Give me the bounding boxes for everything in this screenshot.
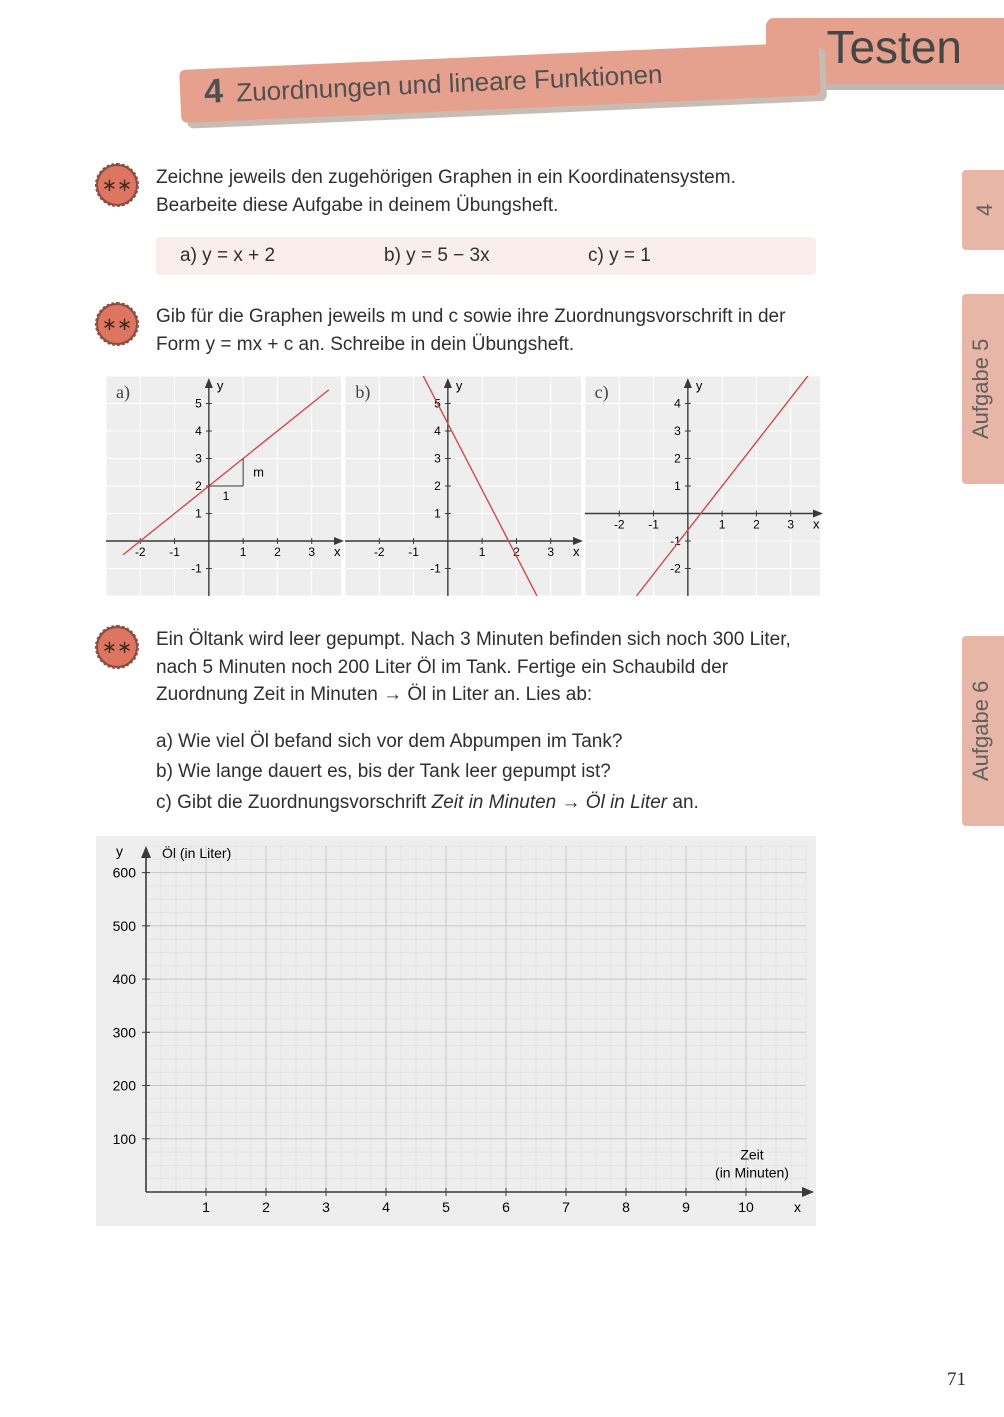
svg-text:9: 9 <box>682 1199 690 1215</box>
task-5: ∗∗ Gib für die Graphen jeweils m und c s… <box>96 303 820 358</box>
svg-text:1: 1 <box>434 507 441 521</box>
svg-text:x: x <box>813 517 820 532</box>
svg-text:600: 600 <box>113 865 137 881</box>
svg-text:400: 400 <box>113 971 137 987</box>
task-6: ∗∗ Ein Öltank wird leer gepumpt. Nach 3 … <box>96 626 820 709</box>
svg-text:3: 3 <box>674 424 681 438</box>
svg-text:300: 300 <box>113 1024 137 1040</box>
svg-text:4: 4 <box>382 1199 390 1215</box>
chapter-number: 4 <box>203 72 224 111</box>
svg-text:3: 3 <box>787 518 794 532</box>
svg-text:1: 1 <box>479 545 486 559</box>
difficulty-badge: ∗∗ <box>96 626 138 668</box>
svg-text:5: 5 <box>195 397 202 411</box>
svg-text:y: y <box>116 843 123 859</box>
task4-eq-a: a) y = x + 2 <box>180 245 384 267</box>
svg-text:x: x <box>573 544 580 559</box>
svg-text:2: 2 <box>434 479 441 493</box>
svg-text:3: 3 <box>434 452 441 466</box>
svg-text:5: 5 <box>442 1199 450 1215</box>
task6-text: Ein Öltank wird leer gepumpt. Nach 3 Min… <box>156 626 820 709</box>
svg-text:500: 500 <box>113 918 137 934</box>
svg-text:1: 1 <box>223 489 230 503</box>
svg-text:x: x <box>334 544 341 559</box>
content: ∗∗ Zeichne jeweils den zugehörigen Graph… <box>96 164 820 1226</box>
svg-text:-1: -1 <box>431 562 442 576</box>
svg-text:y: y <box>696 378 703 393</box>
svg-text:7: 7 <box>562 1199 570 1215</box>
svg-text:-1: -1 <box>191 562 202 576</box>
svg-text:3: 3 <box>308 545 315 559</box>
task6-sub-a: a) Wie viel Öl befand sich vor dem Abpum… <box>156 727 820 757</box>
svg-text:(in Minuten): (in Minuten) <box>715 1164 789 1180</box>
svg-text:-1: -1 <box>169 545 180 559</box>
svg-text:3: 3 <box>548 545 555 559</box>
svg-text:1: 1 <box>240 545 247 559</box>
chart-6: 1 2 3 4 5 6 7 8 9 10 100 200 300 400 500 600 y Öl (in Lit… <box>96 836 816 1226</box>
task4-text: Zeichne jeweils den zugehörigen Graphen … <box>156 164 820 219</box>
task6-subquestions: a) Wie viel Öl befand sich vor dem Abpum… <box>156 727 820 818</box>
svg-text:1: 1 <box>195 507 202 521</box>
svg-text:4: 4 <box>674 397 681 411</box>
svg-text:8: 8 <box>622 1199 630 1215</box>
svg-text:1: 1 <box>718 518 725 532</box>
side-tab-aufgabe5: Aufgabe 5 <box>962 294 1004 484</box>
svg-text:2: 2 <box>262 1199 270 1215</box>
svg-text:Öl (in Liter): Öl (in Liter) <box>162 844 231 861</box>
svg-text:-2: -2 <box>374 545 385 559</box>
task6-sub-c: c) Gibt die Zuordnungsvorschrift Zeit in… <box>156 788 820 818</box>
svg-text:-2: -2 <box>614 518 625 532</box>
svg-text:200: 200 <box>113 1078 137 1094</box>
page-number: 71 <box>947 1369 966 1391</box>
svg-text:x: x <box>794 1199 801 1215</box>
header-chapter: 4 Zuordnungen und lineare Funktionen <box>179 42 821 123</box>
svg-text:100: 100 <box>113 1131 137 1147</box>
task4-eq-c: c) y = 1 <box>588 245 792 267</box>
svg-text:2: 2 <box>753 518 760 532</box>
svg-text:3: 3 <box>322 1199 330 1215</box>
svg-text:6: 6 <box>502 1199 510 1215</box>
svg-text:4: 4 <box>195 424 202 438</box>
task6-sub-b: b) Wie lange dauert es, bis der Tank lee… <box>156 757 820 787</box>
svg-text:-1: -1 <box>409 545 420 559</box>
chapter-title: Zuordnungen und lineare Funktionen <box>236 59 663 108</box>
page: Testen 4 Zuordnungen und lineare Funktio… <box>0 0 1004 1417</box>
svg-text:-2: -2 <box>135 545 146 559</box>
task5-charts: a)-2-1123-112345xy1m b)-2-1123-112345xy … <box>106 376 820 596</box>
side-tab-aufgabe6: Aufgabe 6 <box>962 636 1004 826</box>
svg-text:4: 4 <box>434 424 441 438</box>
difficulty-badge: ∗∗ <box>96 303 138 345</box>
task-4: ∗∗ Zeichne jeweils den zugehörigen Graph… <box>96 164 820 219</box>
svg-text:10: 10 <box>738 1199 754 1215</box>
svg-text:-2: -2 <box>670 562 681 576</box>
svg-text:2: 2 <box>274 545 281 559</box>
chart-5c: c)-2-1123-2-11234xy <box>585 376 820 596</box>
svg-text:2: 2 <box>674 452 681 466</box>
side-tab-4: 4 <box>962 170 1004 250</box>
svg-text:y: y <box>456 378 463 393</box>
task4-eq-b: b) y = 5 − 3x <box>384 245 588 267</box>
difficulty-badge: ∗∗ <box>96 164 138 206</box>
svg-text:-1: -1 <box>648 518 659 532</box>
svg-text:3: 3 <box>195 452 202 466</box>
chart-5a: a)-2-1123-112345xy1m <box>106 376 341 596</box>
svg-text:1: 1 <box>674 479 681 493</box>
task5-text: Gib für die Graphen jeweils m und c sowi… <box>156 303 820 358</box>
svg-text:1: 1 <box>202 1199 210 1215</box>
svg-text:2: 2 <box>195 479 202 493</box>
task4-equations: a) y = x + 2 b) y = 5 − 3x c) y = 1 <box>156 237 816 275</box>
svg-text:y: y <box>217 378 224 393</box>
svg-text:m: m <box>253 464 264 479</box>
chart-5b: b)-2-1123-112345xy <box>345 376 580 596</box>
svg-text:Zeit: Zeit <box>740 1146 763 1162</box>
